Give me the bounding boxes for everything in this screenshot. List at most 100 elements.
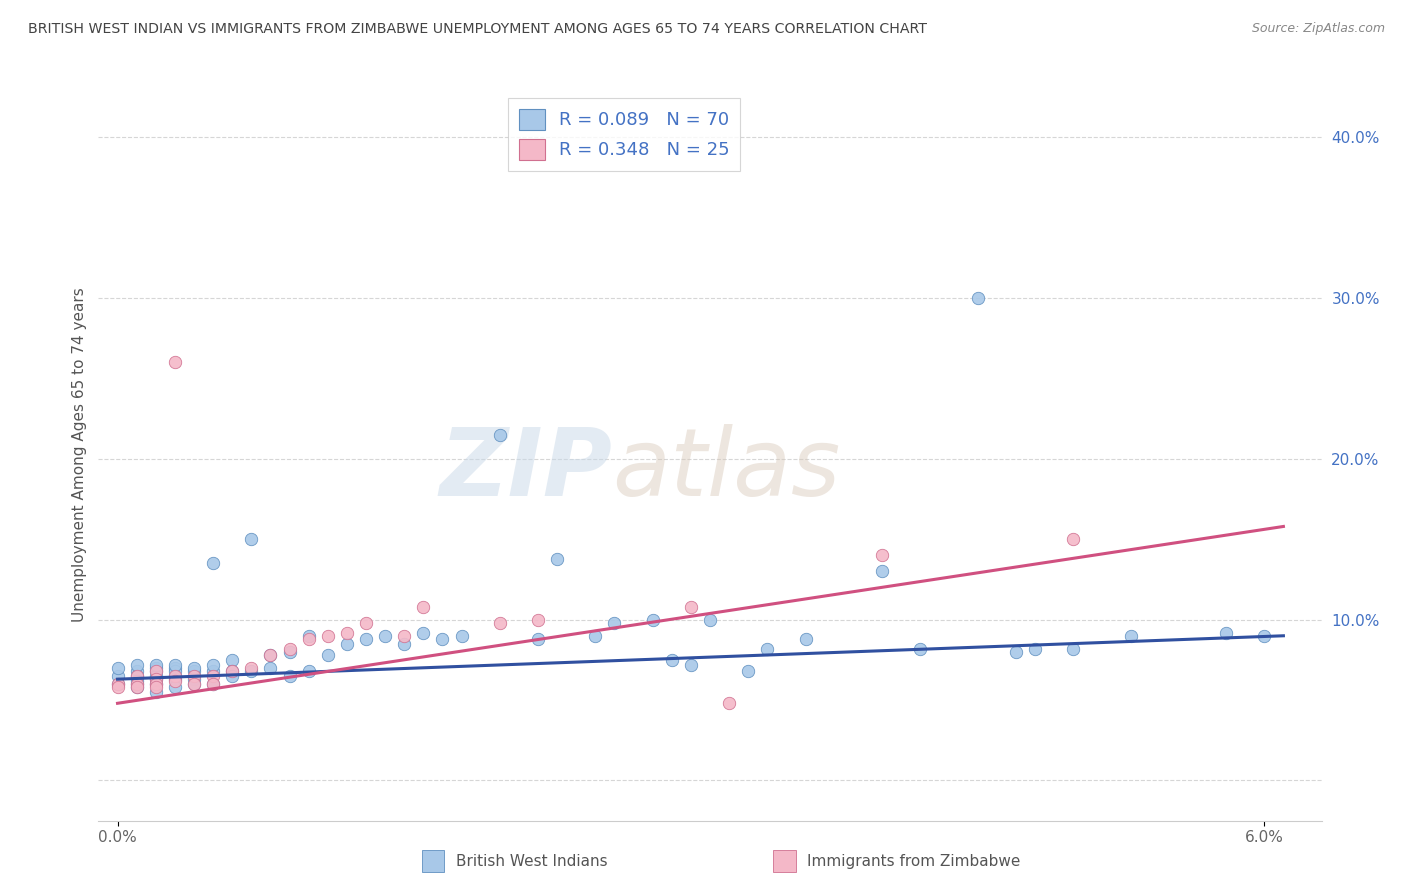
Point	[278, 669, 301, 683]
Point	[163, 664, 186, 678]
Point	[183, 661, 205, 675]
Point	[240, 661, 263, 675]
Point	[163, 657, 186, 672]
Point	[756, 641, 779, 656]
Point	[163, 680, 186, 694]
Point	[259, 648, 281, 662]
Point	[1062, 533, 1084, 547]
Point	[259, 661, 281, 675]
Point	[145, 664, 167, 678]
Point	[661, 653, 683, 667]
Point	[910, 641, 932, 656]
Point	[392, 637, 415, 651]
Point	[374, 629, 396, 643]
Point	[145, 672, 167, 686]
Point	[392, 629, 415, 643]
Point	[145, 680, 167, 694]
Point	[145, 677, 167, 691]
Point	[546, 551, 568, 566]
Point	[125, 677, 148, 691]
Point	[316, 629, 339, 643]
Point	[107, 677, 129, 691]
Point	[163, 669, 186, 683]
Point	[1119, 629, 1142, 643]
Text: British West Indians: British West Indians	[456, 854, 607, 869]
Point	[412, 625, 434, 640]
Point	[1004, 645, 1026, 659]
Point	[145, 664, 167, 678]
Point	[107, 669, 129, 683]
Text: ZIP: ZIP	[439, 424, 612, 516]
Point	[240, 533, 263, 547]
Point	[298, 629, 321, 643]
Point	[125, 680, 148, 694]
Point	[432, 632, 454, 646]
Point	[603, 615, 626, 630]
Point	[183, 677, 205, 691]
Point	[202, 677, 225, 691]
Point	[125, 677, 148, 691]
Point	[107, 677, 129, 691]
Point	[163, 672, 186, 686]
Point	[183, 669, 205, 683]
Point	[298, 664, 321, 678]
Point	[679, 599, 702, 614]
Point	[1024, 641, 1046, 656]
Point	[145, 672, 167, 686]
Point	[163, 669, 186, 683]
Point	[202, 669, 225, 683]
Point	[966, 291, 988, 305]
Point	[221, 664, 243, 678]
Point	[699, 613, 721, 627]
Point	[488, 615, 510, 630]
Point	[183, 672, 205, 686]
Text: Source: ZipAtlas.com: Source: ZipAtlas.com	[1251, 22, 1385, 36]
Point	[145, 677, 167, 691]
Point	[145, 657, 167, 672]
Point	[221, 653, 243, 667]
Point	[145, 685, 167, 699]
Point	[527, 632, 550, 646]
Point	[870, 549, 893, 563]
Point	[278, 641, 301, 656]
Point	[221, 664, 243, 678]
Point	[870, 565, 893, 579]
Text: BRITISH WEST INDIAN VS IMMIGRANTS FROM ZIMBABWE UNEMPLOYMENT AMONG AGES 65 TO 74: BRITISH WEST INDIAN VS IMMIGRANTS FROM Z…	[28, 22, 927, 37]
Point	[412, 599, 434, 614]
Point	[794, 632, 817, 646]
Point	[125, 664, 148, 678]
Point	[718, 696, 741, 710]
Point	[583, 629, 606, 643]
Legend: R = 0.089   N = 70, R = 0.348   N = 25: R = 0.089 N = 70, R = 0.348 N = 25	[509, 98, 741, 170]
Point	[679, 657, 702, 672]
Point	[221, 669, 243, 683]
Point	[163, 673, 186, 688]
Point	[336, 625, 359, 640]
Point	[125, 657, 148, 672]
Point	[336, 637, 359, 651]
Point	[125, 680, 148, 694]
Point	[107, 661, 129, 675]
Point	[1062, 641, 1084, 656]
Point	[240, 664, 263, 678]
Point	[737, 664, 759, 678]
Point	[354, 632, 377, 646]
Point	[641, 613, 664, 627]
Point	[278, 645, 301, 659]
Point	[450, 629, 472, 643]
Point	[316, 648, 339, 662]
Point	[107, 680, 129, 694]
Point	[202, 657, 225, 672]
Text: Immigrants from Zimbabwe: Immigrants from Zimbabwe	[807, 854, 1021, 869]
Point	[183, 677, 205, 691]
Point	[125, 669, 148, 683]
Point	[354, 615, 377, 630]
Point	[163, 661, 186, 675]
Point	[125, 673, 148, 688]
Point	[259, 648, 281, 662]
Point	[125, 669, 148, 683]
Point	[1253, 629, 1275, 643]
Y-axis label: Unemployment Among Ages 65 to 74 years: Unemployment Among Ages 65 to 74 years	[72, 287, 87, 623]
Point	[1215, 625, 1237, 640]
Point	[183, 664, 205, 678]
